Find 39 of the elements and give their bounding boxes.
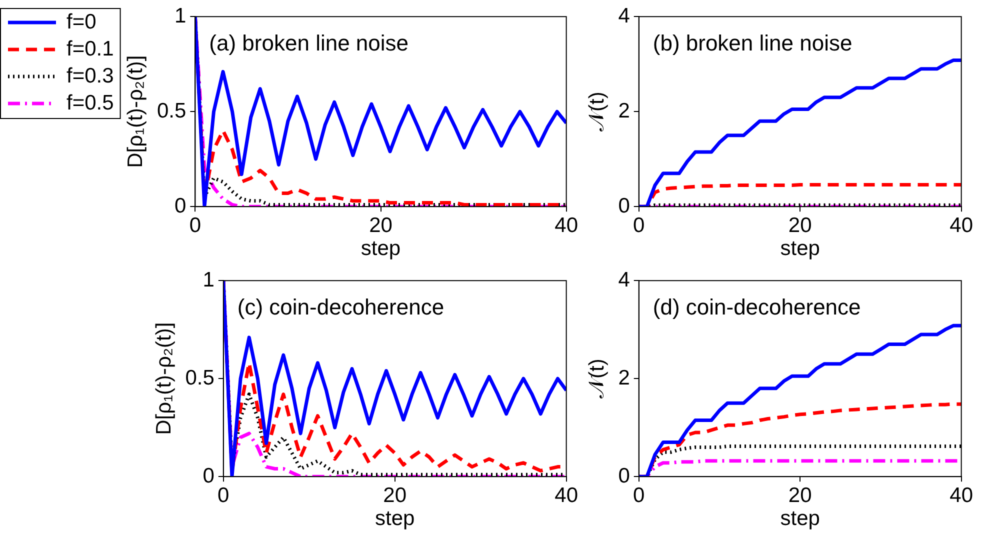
y-tick-label: 0 [618,194,630,218]
y-tick-label: 1 [174,4,186,28]
x-axis-title: step [375,507,415,530]
y-tick-label: 0 [618,464,630,488]
text: (b) broken line noise [652,30,852,56]
y-tick-label: 4 [618,4,630,28]
legend-label: f=0.5 [66,91,114,114]
x-axis-title: step [360,237,401,260]
text: (c) coin-decoherence [237,294,444,320]
text: (d) coin-decoherence [652,294,861,320]
x-tick-label: 40 [950,214,973,237]
x-tick-label: 20 [788,484,812,507]
y-tick-label: 0.5 [185,366,214,390]
x-tick-label: 20 [383,484,407,507]
x-axis-title: step [780,237,820,260]
x-tick-label: 0 [218,484,230,507]
legend-label: f=0.3 [66,64,114,88]
y-tick-label: 2 [618,366,630,390]
y-tick-label: 0 [202,464,214,488]
y-tick-label: 0 [174,194,186,218]
y-axis-title: 𝒩(t) [585,92,608,132]
legend-label: f=0 [66,10,96,34]
x-tick-label: 20 [369,214,392,237]
y-axis-title: D[ρ₁(t)-ρ₂(t)] [152,322,176,435]
text: (a) broken line noise [209,30,409,56]
y-axis-title: 𝒩(t) [585,358,608,399]
y-axis-title: D[ρ₁(t)-ρ₂(t)] [124,55,148,168]
x-tick-label: 40 [554,484,578,507]
y-tick-label: 4 [618,268,630,292]
x-tick-label: 0 [633,484,645,507]
x-tick-label: 20 [788,214,812,237]
x-axis-title: step [780,507,820,530]
y-tick-label: 1 [202,268,214,292]
x-tick-label: 40 [950,484,973,507]
y-tick-label: 2 [618,99,630,122]
y-tick-label: 0.5 [156,99,186,122]
x-tick-label: 40 [554,214,578,237]
legend-label: f=0.1 [66,37,114,60]
x-tick-label: 0 [633,214,645,237]
